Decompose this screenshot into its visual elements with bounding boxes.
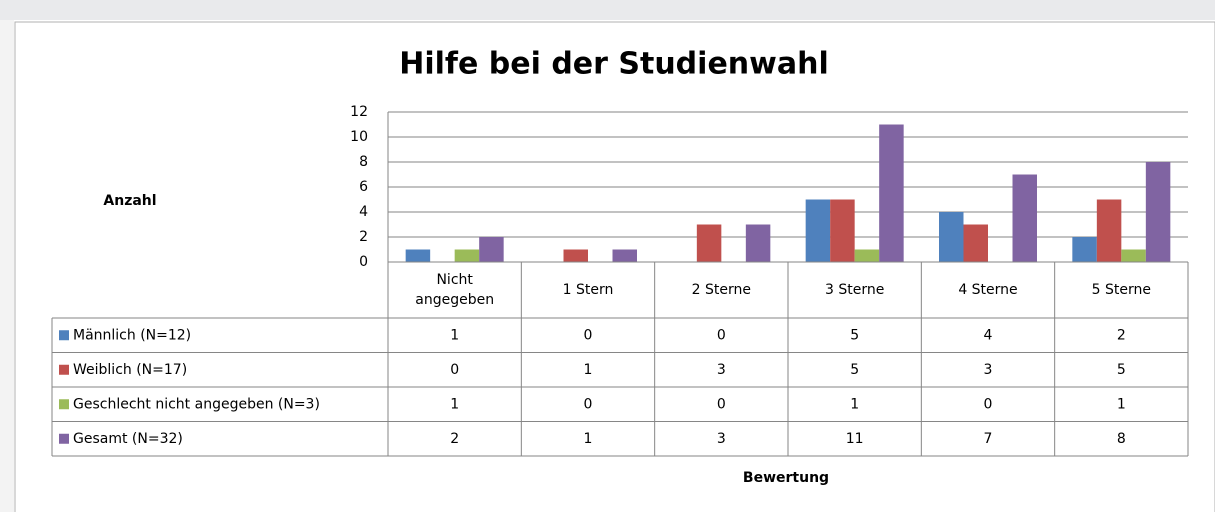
legend-key [59, 433, 69, 444]
legend-key [59, 364, 69, 375]
table-value: 3 [984, 362, 993, 378]
table-value: 0 [584, 396, 593, 412]
y-tick-label: 12 [350, 104, 368, 120]
chart-title: Hilfe bei der Studienwahl [399, 47, 829, 82]
table-value: 5 [850, 327, 859, 343]
table-value: 5 [850, 362, 859, 378]
bar [939, 212, 964, 262]
table-value: 11 [846, 431, 864, 447]
bar [745, 224, 771, 262]
x-tick-label: 4 Sterne [958, 282, 1018, 298]
chart-area [14, 21, 1215, 512]
y-tick-label: 10 [350, 129, 368, 145]
table-value: 3 [717, 431, 726, 447]
bar [1012, 174, 1037, 262]
table-value: 0 [450, 362, 459, 378]
legend-label: Männlich (N=12) [73, 327, 191, 343]
bar [563, 249, 588, 262]
table-value: 1 [450, 327, 459, 343]
table-value: 1 [450, 396, 459, 412]
x-tick-label: Nicht angegeben [415, 272, 495, 308]
table-value: 2 [450, 431, 459, 447]
x-tick-label: 5 Sterne [1091, 282, 1151, 298]
x-axis-label: Bewertung [743, 470, 829, 486]
left-strip [0, 20, 14, 512]
table-value: 1 [1117, 396, 1126, 412]
table-value: 0 [584, 327, 593, 343]
bar [1145, 162, 1171, 262]
legend-label: Gesamt (N=32) [73, 431, 183, 447]
table-value: 8 [1117, 431, 1126, 447]
y-tick-label: 0 [359, 254, 368, 270]
legend-key [59, 330, 69, 341]
y-tick-label: 4 [359, 204, 368, 220]
bar [405, 249, 431, 262]
x-tick-label: 3 Sterne [824, 282, 885, 298]
legend-key [59, 399, 69, 410]
legend-label: Geschlecht nicht angegeben (N=3) [73, 396, 320, 412]
legend-label: Weiblich (N=17) [73, 362, 187, 378]
table-value: 0 [717, 327, 726, 343]
table-value: 1 [584, 362, 593, 378]
table-value: 3 [717, 362, 726, 378]
y-tick-label: 8 [359, 154, 368, 170]
y-tick-label: 2 [359, 229, 368, 245]
bar [612, 249, 637, 262]
bar [963, 224, 988, 262]
table-value: 1 [584, 431, 593, 447]
toolbar-strip [0, 0, 1215, 20]
y-tick-label: 6 [359, 179, 368, 195]
table-value: 1 [850, 396, 859, 412]
bar [854, 249, 880, 262]
x-tick-label: 1 Stern [562, 282, 614, 298]
bar [1096, 199, 1122, 262]
table-value: 4 [984, 327, 993, 343]
y-axis-label: Anzahl [103, 193, 156, 209]
bar [1072, 237, 1097, 262]
table-value: 5 [1117, 362, 1126, 378]
bar [479, 237, 504, 262]
table-value: 2 [1117, 327, 1126, 343]
x-tick-label: 2 Sterne [691, 282, 751, 298]
bar [454, 249, 480, 262]
bar [805, 199, 831, 262]
bar [696, 224, 722, 262]
bar [879, 124, 904, 262]
bar [1121, 249, 1146, 262]
table-value: 7 [984, 431, 993, 447]
bar [830, 199, 855, 262]
table-value: 0 [984, 396, 993, 412]
table-value: 0 [717, 396, 726, 412]
